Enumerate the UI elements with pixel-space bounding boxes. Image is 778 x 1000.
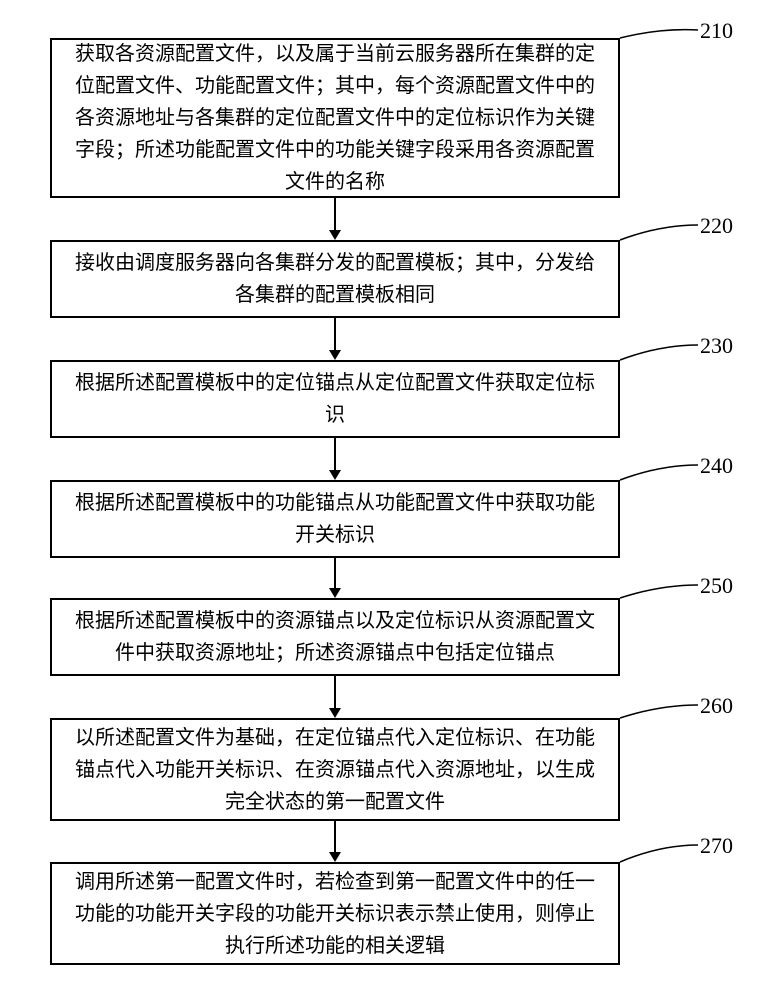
- label-connector-210: [0, 0, 778, 1000]
- flowchart-canvas: 获取各资源配置文件，以及属于当前云服务器所在集群的定位配置文件、功能配置文件；其…: [0, 0, 778, 1000]
